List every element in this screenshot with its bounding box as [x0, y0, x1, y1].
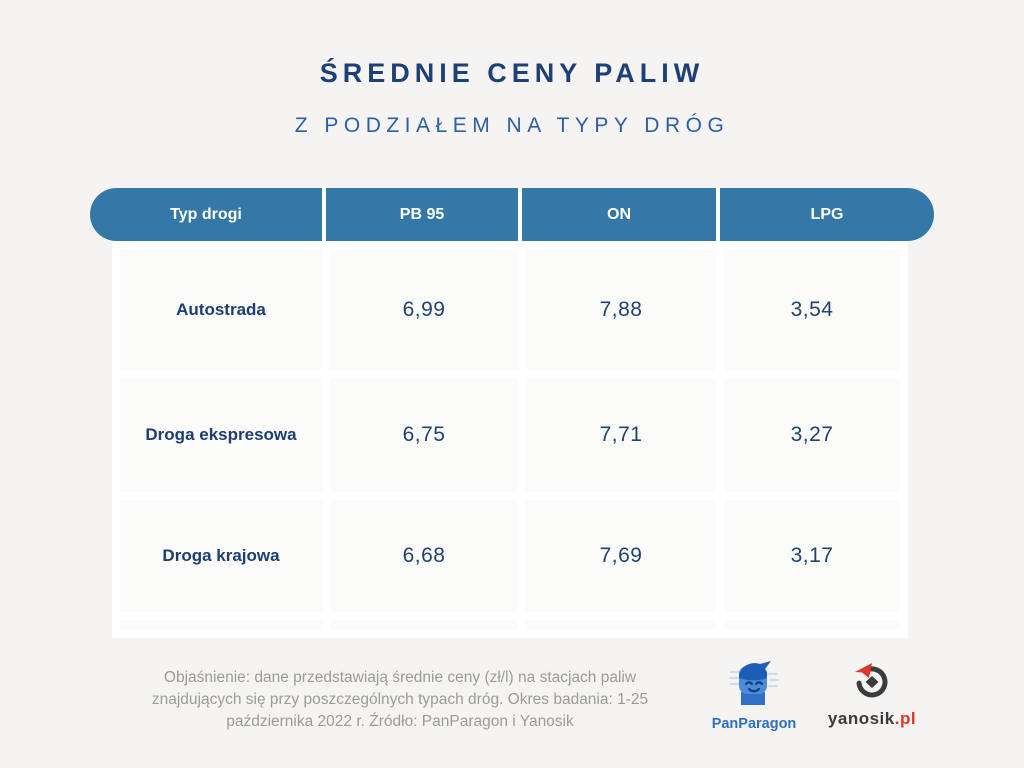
price-cell-krajowa-lpg: 3,17	[724, 500, 900, 612]
table-header: Typ drogi PB 95 ON LPG	[90, 188, 934, 241]
table-bottom-sliver	[526, 620, 716, 630]
row-label-autostrada: Autostrada	[120, 249, 322, 370]
price-cell-autostrada-pb95: 6,99	[330, 249, 518, 370]
row-label-droga-krajowa: Droga krajowa	[120, 500, 322, 612]
panparagon-mascot-icon	[727, 658, 781, 713]
column-header-typ-drogi: Typ drogi	[90, 188, 326, 241]
table-bottom-sliver	[724, 620, 900, 630]
column-header-pb95: PB 95	[326, 188, 522, 241]
price-cell-autostrada-lpg: 3,54	[724, 249, 900, 370]
yanosik-wordmark: yanosik.pl	[827, 709, 917, 728]
price-cell-krajowa-on: 7,69	[526, 500, 716, 612]
panparagon-logo: PanParagon	[710, 658, 798, 732]
price-cell-krajowa-pb95: 6,68	[330, 500, 518, 612]
table-bottom-sliver	[120, 620, 322, 630]
column-header-on: ON	[522, 188, 720, 241]
panparagon-wordmark: PanParagon	[711, 716, 797, 732]
price-cell-ekspresowa-lpg: 3,27	[724, 378, 900, 492]
price-cell-ekspresowa-on: 7,71	[526, 378, 716, 492]
yanosik-arrow-icon	[852, 662, 892, 707]
yanosik-logo: yanosik.pl	[818, 662, 926, 729]
page-title: ŚREDNIE CENY PALIW	[319, 58, 705, 88]
price-cell-autostrada-on: 7,88	[526, 249, 716, 370]
row-label-droga-ekspresowa: Droga ekspresowa	[120, 378, 322, 492]
table-bottom-sliver	[330, 620, 518, 630]
page-subtitle: Z PODZIAŁEM NA TYPY DRÓG	[294, 114, 730, 137]
footnote: Objaśnienie: dane przedstawiają średnie …	[151, 669, 649, 730]
column-header-lpg: LPG	[810, 205, 844, 223]
price-cell-ekspresowa-pb95: 6,75	[330, 378, 518, 492]
fuel-price-table: Autostrada 6,99 7,88 3,54 Droga ekspreso…	[112, 241, 908, 638]
